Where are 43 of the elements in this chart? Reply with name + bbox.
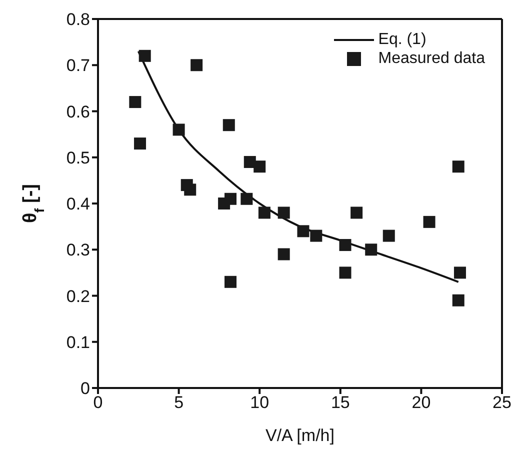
point: [129, 96, 142, 108]
y-tick-label: 0.7: [66, 56, 90, 76]
point: [224, 276, 237, 288]
y-tick-label: 0.4: [66, 194, 90, 214]
legend-label: Measured data: [378, 49, 485, 68]
point: [222, 119, 235, 132]
point: [365, 244, 378, 256]
y-tick-label: 0.2: [66, 286, 90, 306]
x-axis-title: V/A [m/h]: [266, 426, 334, 445]
y-tick-label: 0.1: [66, 332, 90, 352]
y-tick-label: 0.3: [66, 240, 90, 260]
point: [278, 206, 290, 219]
point: [310, 230, 322, 242]
point: [172, 124, 185, 136]
point: [134, 138, 146, 150]
x-tick-label: 25: [492, 393, 512, 412]
point: [138, 50, 151, 62]
point: [350, 206, 363, 219]
x-tick-label: 5: [174, 393, 184, 412]
point: [224, 192, 237, 205]
legend-label: Eq. (1): [378, 30, 426, 49]
y-tick-label: 0.5: [66, 148, 90, 168]
point: [339, 239, 352, 252]
point: [184, 184, 196, 196]
y-tick-label: 0.8: [66, 10, 90, 30]
point: [240, 192, 253, 205]
point: [452, 294, 464, 306]
point: [254, 160, 266, 173]
point: [454, 266, 466, 279]
point: [297, 225, 310, 238]
x-tick-label: 20: [412, 393, 431, 412]
point: [452, 160, 464, 173]
point: [382, 230, 395, 242]
y-tick-label: 0.6: [66, 102, 90, 122]
x-tick-label: 0: [93, 393, 103, 412]
point: [278, 248, 290, 260]
point: [339, 266, 352, 279]
point: [258, 206, 270, 219]
y-tick-label: 0: [80, 379, 90, 398]
point: [423, 216, 436, 228]
point: [190, 59, 203, 72]
x-tick-label: 15: [330, 393, 350, 412]
x-tick-label: 10: [250, 393, 270, 412]
